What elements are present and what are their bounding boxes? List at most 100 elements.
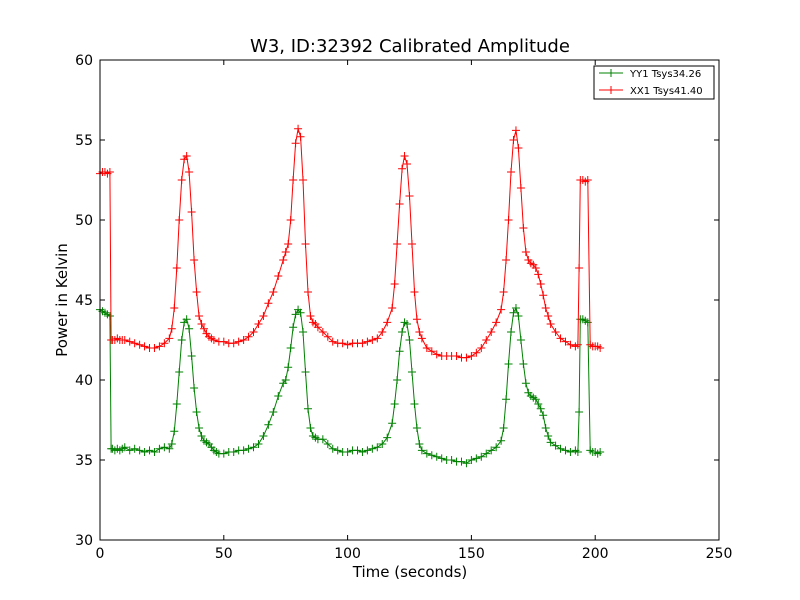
data-point <box>467 352 476 360</box>
data-point <box>509 136 518 144</box>
data-point <box>504 216 513 224</box>
data-point <box>175 368 184 376</box>
data-point <box>105 312 114 320</box>
data-point <box>447 456 456 464</box>
data-point <box>583 318 592 327</box>
data-point <box>432 350 441 359</box>
data-point <box>393 376 402 384</box>
data-point <box>358 339 367 348</box>
data-point <box>182 152 191 160</box>
data-point <box>497 305 506 314</box>
data-point <box>556 334 565 343</box>
data-point <box>249 443 258 452</box>
data-point <box>544 432 553 440</box>
data-point <box>177 336 186 344</box>
data-point <box>333 446 342 455</box>
data-point <box>378 440 387 448</box>
data-point <box>323 440 332 448</box>
data-point <box>482 336 491 344</box>
data-point <box>249 328 258 336</box>
data-point <box>596 448 605 456</box>
data-point <box>551 441 560 450</box>
data-point <box>130 339 139 348</box>
data-point <box>199 324 208 333</box>
data-point <box>403 160 412 168</box>
data-point <box>197 432 206 440</box>
data-point <box>264 299 273 308</box>
data-point <box>165 334 174 343</box>
data-point <box>422 344 431 352</box>
data-point <box>187 352 196 360</box>
data-point <box>407 368 416 376</box>
data-point <box>140 342 149 351</box>
data-point <box>254 320 263 328</box>
y-tick-label: 55 <box>75 133 93 149</box>
data-point <box>415 440 424 448</box>
data-point <box>541 304 550 312</box>
data-point <box>358 448 367 456</box>
data-point <box>499 424 508 432</box>
data-point <box>254 440 263 448</box>
data-point <box>140 448 149 456</box>
data-point <box>286 344 295 352</box>
x-tick-label: 250 <box>706 546 733 562</box>
data-point <box>296 132 305 141</box>
x-tick-label: 200 <box>582 546 609 562</box>
data-point <box>511 126 520 135</box>
data-point <box>472 454 481 463</box>
data-point <box>363 446 372 455</box>
data-point <box>192 288 201 296</box>
data-point <box>185 168 194 176</box>
data-point <box>234 337 243 346</box>
data-point <box>363 337 372 346</box>
y-tick-label: 30 <box>75 533 93 549</box>
data-point <box>120 336 129 344</box>
data-point <box>155 444 164 453</box>
data-point <box>521 379 530 388</box>
y-axis-title: Power in Kelvin <box>53 243 71 357</box>
data-point <box>219 449 228 458</box>
data-point <box>410 288 419 296</box>
data-point <box>269 288 278 296</box>
data-point <box>318 435 327 444</box>
data-point <box>516 184 525 192</box>
data-point <box>499 288 508 296</box>
data-point <box>165 444 174 453</box>
x-tick-label: 0 <box>96 546 105 562</box>
data-point <box>130 444 139 453</box>
y-tick-label: 45 <box>75 293 93 309</box>
data-point <box>185 324 194 333</box>
data-point <box>566 340 575 349</box>
data-point <box>556 444 565 453</box>
x-tick-label: 100 <box>334 546 361 562</box>
data-point <box>197 320 206 328</box>
data-point <box>398 164 407 173</box>
series-0 <box>96 304 605 468</box>
legend-box <box>593 65 715 100</box>
data-point <box>289 323 298 332</box>
y-tick-label: 35 <box>75 453 93 469</box>
data-point <box>209 336 218 344</box>
data-point <box>462 459 471 468</box>
data-point <box>338 339 347 348</box>
data-point <box>125 446 134 455</box>
data-point <box>219 337 228 346</box>
data-point <box>323 332 332 341</box>
data-point <box>393 240 402 248</box>
data-point <box>534 270 543 279</box>
data-point <box>519 360 528 368</box>
data-point <box>507 328 516 336</box>
x-axis-title: Time (seconds) <box>352 563 468 581</box>
data-point <box>516 336 525 344</box>
data-point <box>452 352 461 360</box>
data-point <box>427 347 436 356</box>
data-point <box>299 328 308 336</box>
x-tick-label: 150 <box>458 546 485 562</box>
data-point <box>105 168 114 176</box>
data-point <box>546 438 555 447</box>
data-point <box>306 424 315 432</box>
data-point <box>536 280 545 288</box>
data-point <box>521 248 530 256</box>
data-point <box>281 248 290 256</box>
data-point <box>343 448 352 456</box>
